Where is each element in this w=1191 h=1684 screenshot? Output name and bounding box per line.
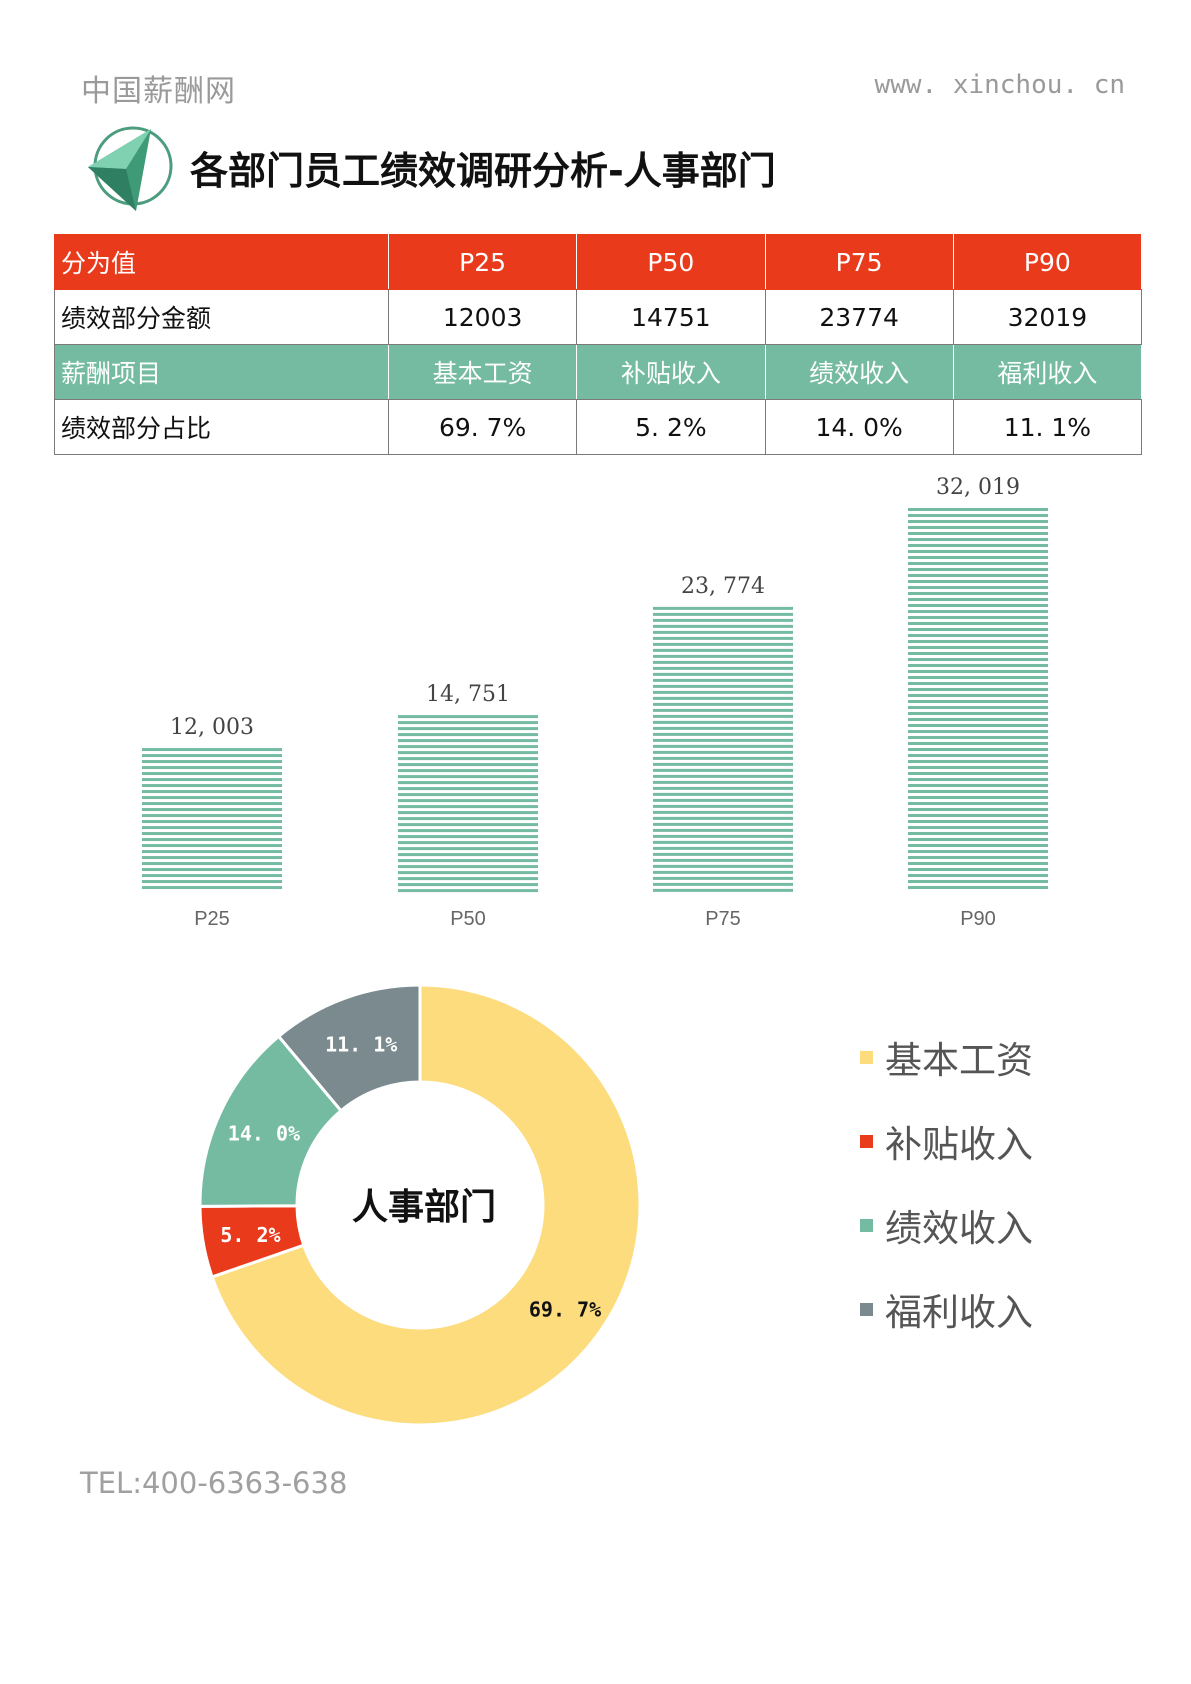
- table-cell: P90: [952, 234, 1143, 290]
- legend-label: 补贴收入: [885, 1123, 1033, 1166]
- summary-table: 分为值 P25 P50 P75 P90 绩效部分金额 12003 14751 2…: [54, 234, 1143, 455]
- table-cell: 11. 1%: [952, 399, 1143, 455]
- table-row-item: 薪酬项目 基本工资 补贴收入 绩效收入 福利收入: [54, 344, 1143, 400]
- table-cell: 14751: [576, 289, 766, 345]
- footer-phone: TEL:400-6363-638: [80, 1466, 348, 1500]
- table-cell: P75: [764, 234, 954, 290]
- legend-swatch: [860, 1050, 873, 1064]
- bar-data-label: 32, 019: [936, 475, 1020, 500]
- table-cell: 32019: [952, 289, 1143, 345]
- table-cell: 23774: [764, 289, 954, 345]
- bar-data-label: 12, 003: [170, 715, 254, 740]
- legend-label: 基本工资: [885, 1039, 1033, 1082]
- table-cell: 69. 7%: [387, 399, 578, 455]
- table-cell: P25: [387, 234, 578, 290]
- brand-name: 中国薪酬网: [81, 74, 236, 109]
- legend-swatch: [860, 1218, 873, 1232]
- legend-label: 绩效收入: [885, 1207, 1033, 1250]
- table-cell: 分为值: [54, 234, 389, 290]
- table-cell: 薪酬项目: [54, 344, 389, 400]
- bar-data-label: 14, 751: [426, 682, 510, 707]
- legend-item: 基本工资: [860, 1015, 1033, 1099]
- donut-slice-基本工资: [210, 983, 642, 1427]
- slice-data-label: 11. 1%: [325, 1032, 397, 1056]
- slice-data-label: 5. 2%: [220, 1223, 280, 1247]
- table-cell: P50: [576, 234, 766, 290]
- page-title: 各部门员工绩效调研分析-人事部门: [190, 149, 776, 193]
- legend-item: 福利收入: [860, 1267, 1033, 1351]
- bar-P25: [142, 748, 282, 890]
- table-cell: 福利收入: [952, 344, 1143, 400]
- bar-data-label: 23, 774: [681, 574, 765, 599]
- legend-swatch: [860, 1134, 873, 1148]
- bar-chart: 12, 003 P25 14, 751 P50 23, 774 P75 32, 019 P90: [142, 475, 1048, 930]
- table-row-percentile: 分为值 P25 P50 P75 P90: [54, 234, 1143, 290]
- legend-swatch: [860, 1302, 873, 1316]
- bar-P90: [908, 508, 1048, 889]
- table-cell: 绩效部分金额: [54, 289, 389, 345]
- legend-item: 绩效收入: [860, 1183, 1033, 1267]
- slice-data-label: 14. 0%: [228, 1122, 300, 1146]
- x-tick-label: P25: [194, 908, 230, 930]
- slice-data-label: 69. 7%: [529, 1297, 601, 1321]
- x-tick-label: P50: [450, 908, 486, 930]
- x-tick-label: P75: [705, 908, 741, 930]
- table-cell: 补贴收入: [576, 344, 766, 400]
- table-row-ratio: 绩效部分占比 69. 7% 5. 2% 14. 0% 11. 1%: [54, 399, 1143, 455]
- legend-item: 补贴收入: [860, 1099, 1033, 1183]
- table-cell: 12003: [387, 289, 578, 345]
- table-cell: 14. 0%: [764, 399, 954, 455]
- bar-P75: [653, 606, 793, 892]
- bar-P50: [398, 715, 538, 893]
- table-row-amount: 绩效部分金额 12003 14751 23774 32019: [54, 289, 1143, 345]
- site-url: www. xinchou. cn: [874, 70, 1125, 100]
- donut-slice-福利收入: [276, 983, 422, 1113]
- chart-legend: 基本工资 补贴收入 绩效收入 福利收入: [860, 1015, 1033, 1351]
- donut-center-label: 人事部门: [352, 1187, 496, 1228]
- triangle-logo-icon: [88, 126, 173, 211]
- table-cell: 5. 2%: [576, 399, 766, 455]
- donut-chart: 69. 7% 5. 2% 14. 0% 11. 1% 人事部门: [198, 983, 642, 1427]
- table-cell: 基本工资: [387, 344, 578, 400]
- legend-label: 福利收入: [885, 1291, 1033, 1334]
- table-cell: 绩效部分占比: [54, 399, 389, 455]
- x-tick-label: P90: [960, 908, 996, 930]
- table-cell: 绩效收入: [764, 344, 954, 400]
